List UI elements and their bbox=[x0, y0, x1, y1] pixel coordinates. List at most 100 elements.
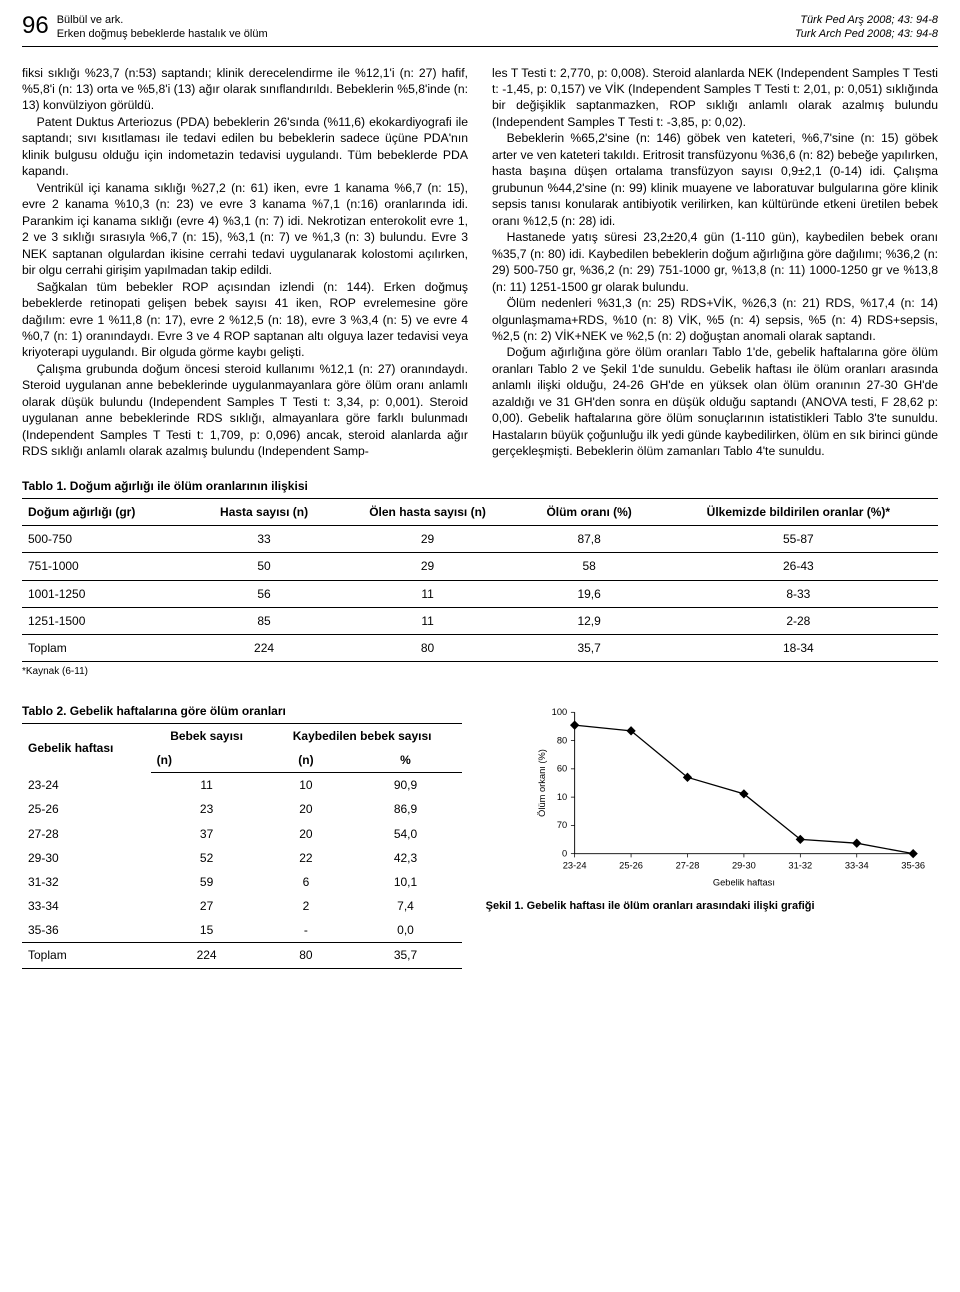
table-row: 751-100050295826-43 bbox=[22, 553, 938, 580]
svg-text:29-30: 29-30 bbox=[732, 860, 756, 870]
table-cell: 10,1 bbox=[349, 870, 461, 894]
table2-title: Tablo 2. Gebelik haftalarına göre ölüm o… bbox=[22, 703, 462, 719]
para-1: fiksi sıklığı %23,7 (n:53) saptandı; kli… bbox=[22, 65, 468, 114]
table-cell: 2-28 bbox=[659, 607, 938, 634]
para-3: Ventrikül içi kanama sıklığı %27,2 (n: 6… bbox=[22, 180, 468, 279]
table1: Doğum ağırlığı (gr) Hasta sayısı (n) Öle… bbox=[22, 498, 938, 662]
table-cell: 58 bbox=[520, 553, 659, 580]
table-cell: 35,7 bbox=[520, 634, 659, 661]
svg-text:25-26: 25-26 bbox=[619, 860, 643, 870]
table-cell: 22 bbox=[263, 846, 350, 870]
table-cell: 80 bbox=[263, 943, 350, 968]
svg-text:60: 60 bbox=[557, 763, 567, 773]
svg-text:35-36: 35-36 bbox=[901, 860, 925, 870]
table-cell: 86,9 bbox=[349, 797, 461, 821]
table-cell: Toplam bbox=[22, 943, 151, 968]
table-cell: 35,7 bbox=[349, 943, 461, 968]
table-cell: 25-26 bbox=[22, 797, 151, 821]
table-cell: 50 bbox=[193, 553, 336, 580]
table-cell: 11 bbox=[336, 607, 520, 634]
table1-title: Tablo 1. Doğum ağırlığı ile ölüm oranlar… bbox=[22, 478, 938, 494]
table-cell: - bbox=[263, 918, 350, 943]
svg-text:Ölüm orkanı (%): Ölüm orkanı (%) bbox=[537, 749, 547, 817]
svg-text:33-34: 33-34 bbox=[845, 860, 869, 870]
table-cell: 8-33 bbox=[659, 580, 938, 607]
svg-text:27-28: 27-28 bbox=[675, 860, 699, 870]
table-cell: 26-43 bbox=[659, 553, 938, 580]
table-cell: 29-30 bbox=[22, 846, 151, 870]
table-cell: 11 bbox=[336, 580, 520, 607]
table-cell: 18-34 bbox=[659, 634, 938, 661]
chart-box: 070106080100Ölüm orkanı (%)23-2425-2627-… bbox=[486, 693, 938, 893]
mortality-chart: 070106080100Ölüm orkanı (%)23-2425-2627-… bbox=[522, 703, 932, 889]
table-row: 31-3259610,1 bbox=[22, 870, 462, 894]
table-cell: 31-32 bbox=[22, 870, 151, 894]
svg-text:0: 0 bbox=[562, 848, 567, 858]
table-cell: 1001-1250 bbox=[22, 580, 193, 607]
table1-wrap: Tablo 1. Doğum ağırlığı ile ölüm oranlar… bbox=[22, 478, 938, 679]
table-cell: 23 bbox=[151, 797, 263, 821]
table-cell: Toplam bbox=[22, 634, 193, 661]
subtitle-line: Erken doğmuş bebeklerde hastalık ve ölüm bbox=[57, 28, 268, 42]
t2-h1: Bebek sayısı bbox=[151, 723, 263, 748]
t2-hdr1: Gebelik haftası Bebek sayısı Kaybedilen … bbox=[22, 723, 462, 748]
table-row: 29-30522242,3 bbox=[22, 846, 462, 870]
table-cell: 27-28 bbox=[22, 822, 151, 846]
t2-h3b: % bbox=[349, 748, 461, 773]
para-7: Bebeklerin %65,2'sine (n: 146) göbek ven… bbox=[492, 130, 938, 229]
table-cell: 19,6 bbox=[520, 580, 659, 607]
chart-wrap: 070106080100Ölüm orkanı (%)23-2425-2627-… bbox=[486, 693, 938, 914]
table-row: 23-24111090,9 bbox=[22, 773, 462, 798]
para-9: Ölüm nedenleri %31,3 (n: 25) RDS+VİK, %2… bbox=[492, 295, 938, 344]
table-cell: 33 bbox=[193, 526, 336, 553]
table-row: 500-750332987,855-87 bbox=[22, 526, 938, 553]
chart-caption-text: Şekil 1. Gebelik haftası ile ölüm oranla… bbox=[486, 900, 815, 912]
table-cell: 87,8 bbox=[520, 526, 659, 553]
table-row: 25-26232086,9 bbox=[22, 797, 462, 821]
table-cell: 500-750 bbox=[22, 526, 193, 553]
table-cell: 224 bbox=[151, 943, 263, 968]
table-cell: 15 bbox=[151, 918, 263, 943]
t1-h1: Hasta sayısı (n) bbox=[193, 498, 336, 525]
para-10: Doğum ağırlığına göre ölüm oranları Tabl… bbox=[492, 344, 938, 459]
table-cell: 52 bbox=[151, 846, 263, 870]
para-5: Çalışma grubunda doğum öncesi steroid ku… bbox=[22, 361, 468, 460]
t2-h2: Kaybedilen bebek sayısı bbox=[263, 723, 462, 748]
table-cell: 37 bbox=[151, 822, 263, 846]
table-cell: 2 bbox=[263, 894, 350, 918]
t2-h0: Gebelik haftası bbox=[22, 723, 151, 772]
page-number: 96 bbox=[22, 14, 49, 38]
journal-en: Turk Arch Ped 2008; 43: 94-8 bbox=[795, 28, 938, 42]
para-2: Patent Duktus Arteriozus (PDA) bebekleri… bbox=[22, 114, 468, 180]
table2: Gebelik haftası Bebek sayısı Kaybedilen … bbox=[22, 723, 462, 969]
table-cell: 33-34 bbox=[22, 894, 151, 918]
table-cell: 29 bbox=[336, 526, 520, 553]
table-cell: 35-36 bbox=[22, 918, 151, 943]
table-row: 27-28372054,0 bbox=[22, 822, 462, 846]
journal-tr: Türk Ped Arş 2008; 43: 94-8 bbox=[795, 14, 938, 28]
t1-h4: Ülkemizde bildirilen oranlar (%)* bbox=[659, 498, 938, 525]
lower-section: Tablo 2. Gebelik haftalarına göre ölüm o… bbox=[22, 693, 938, 969]
table-cell: 224 bbox=[193, 634, 336, 661]
table-cell: 54,0 bbox=[349, 822, 461, 846]
table-cell: 751-1000 bbox=[22, 553, 193, 580]
svg-text:100: 100 bbox=[551, 707, 567, 717]
table-cell: 27 bbox=[151, 894, 263, 918]
table-cell: 42,3 bbox=[349, 846, 461, 870]
table-cell: 12,9 bbox=[520, 607, 659, 634]
table-cell: 59 bbox=[151, 870, 263, 894]
table-cell: 23-24 bbox=[22, 773, 151, 798]
t1-h0: Doğum ağırlığı (gr) bbox=[22, 498, 193, 525]
table-row: Toplam2248035,7 bbox=[22, 943, 462, 968]
table2-wrap: Tablo 2. Gebelik haftalarına göre ölüm o… bbox=[22, 693, 462, 969]
t2-h2b: (n) bbox=[263, 748, 350, 773]
table-row: Toplam2248035,718-34 bbox=[22, 634, 938, 661]
table-cell: 11 bbox=[151, 773, 263, 798]
header-authors: Bülbül ve ark. Erken doğmuş bebeklerde h… bbox=[57, 14, 268, 42]
svg-text:31-32: 31-32 bbox=[788, 860, 812, 870]
chart-caption: Şekil 1. Gebelik haftası ile ölüm oranla… bbox=[486, 899, 938, 914]
table-cell: 7,4 bbox=[349, 894, 461, 918]
para-8: Hastanede yatış süresi 23,2±20,4 gün (1-… bbox=[492, 229, 938, 295]
table-cell: 80 bbox=[336, 634, 520, 661]
table-cell: 10 bbox=[263, 773, 350, 798]
